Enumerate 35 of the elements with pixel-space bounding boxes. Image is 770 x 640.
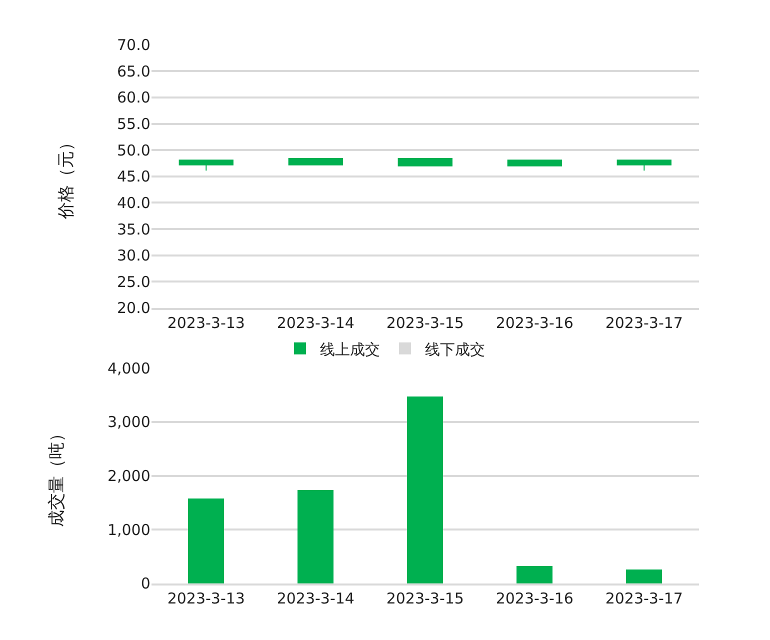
bar bbox=[516, 566, 553, 584]
y-tick-label: 30.0 bbox=[116, 246, 150, 265]
x-tick-label: 2023-3-13 bbox=[167, 589, 245, 608]
y-tick-label: 1,000 bbox=[107, 520, 150, 539]
y-tick-label: 20.0 bbox=[116, 299, 150, 318]
y-tick-label: 0 bbox=[140, 574, 150, 593]
bar bbox=[188, 498, 224, 584]
x-tick-label: 2023-3-17 bbox=[605, 589, 683, 608]
x-tick-label: 2023-3-15 bbox=[386, 314, 464, 332]
y-tick-label: 40.0 bbox=[116, 194, 150, 212]
bar bbox=[626, 569, 662, 584]
bar bbox=[298, 490, 334, 584]
y-tick-label: 4,000 bbox=[107, 359, 150, 378]
x-tick-label: 2023-3-14 bbox=[276, 314, 354, 332]
y-tick-label: 35.0 bbox=[116, 220, 150, 238]
y-tick-label: 50.0 bbox=[116, 141, 150, 160]
x-tick-label: 2023-3-15 bbox=[386, 589, 464, 608]
y-tick-label: 3,000 bbox=[107, 413, 150, 432]
bar bbox=[407, 396, 444, 584]
legend-label: 线上成交 bbox=[320, 340, 380, 358]
y-tick-label: 65.0 bbox=[116, 62, 150, 80]
y-axis-title: 价格（元） bbox=[56, 134, 77, 220]
x-tick-label: 2023-3-17 bbox=[605, 314, 683, 332]
y-axis-title: 成交量（吨） bbox=[46, 424, 67, 527]
x-tick-label: 2023-3-16 bbox=[496, 314, 574, 332]
y-tick-label: 60.0 bbox=[116, 88, 150, 107]
y-tick-label: 55.0 bbox=[116, 115, 150, 134]
x-tick-label: 2023-3-16 bbox=[496, 589, 574, 608]
legend-label: 线下成交 bbox=[425, 340, 485, 358]
y-tick-label: 2,000 bbox=[107, 467, 150, 486]
x-tick-label: 2023-3-14 bbox=[276, 589, 354, 608]
y-tick-label: 25.0 bbox=[116, 272, 150, 291]
y-tick-label: 70.0 bbox=[116, 36, 150, 54]
x-tick-label: 2023-3-13 bbox=[167, 314, 245, 332]
y-tick-label: 45.0 bbox=[116, 168, 150, 186]
